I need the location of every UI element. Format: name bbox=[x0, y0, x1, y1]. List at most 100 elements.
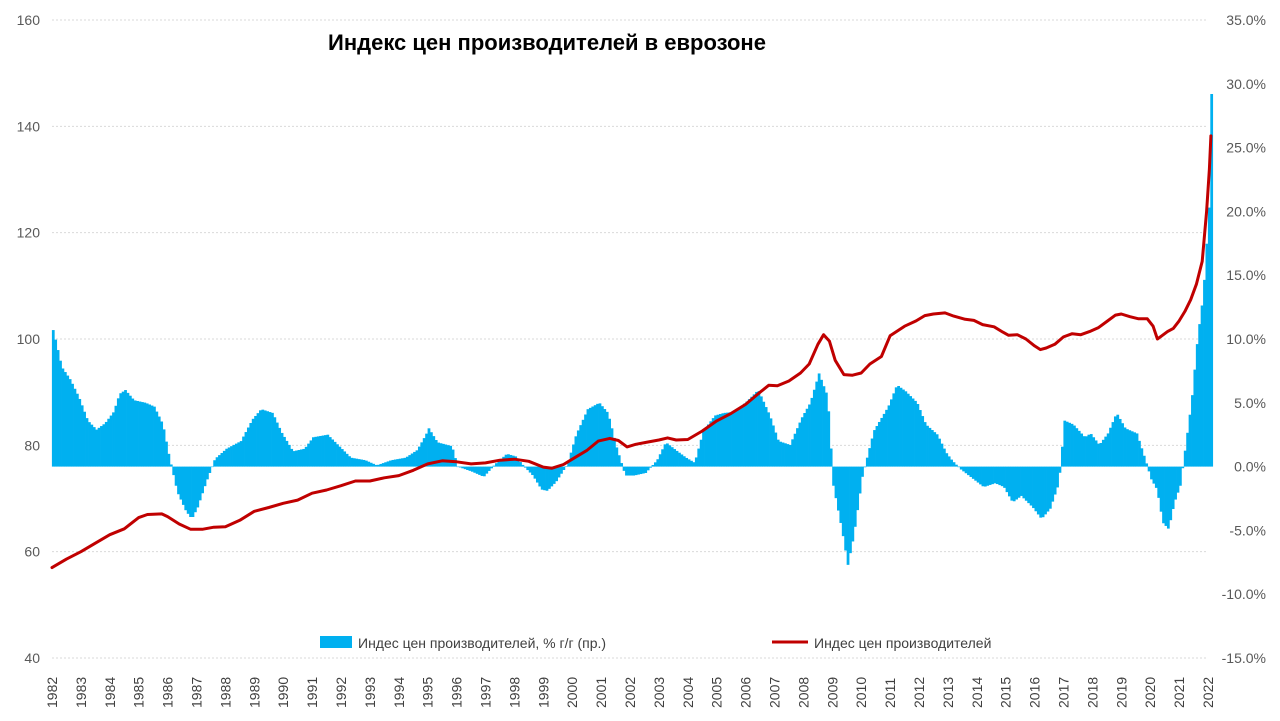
bar bbox=[704, 427, 708, 467]
bar bbox=[1207, 207, 1211, 467]
x-tick-label: 2004 bbox=[680, 677, 696, 708]
x-tick-label: 1985 bbox=[131, 677, 147, 708]
bar bbox=[877, 421, 881, 467]
bar bbox=[215, 457, 219, 467]
bar bbox=[1094, 440, 1098, 467]
bar bbox=[853, 466, 857, 527]
bar bbox=[1140, 448, 1144, 467]
bar bbox=[107, 418, 111, 467]
bar bbox=[273, 417, 277, 467]
bar bbox=[988, 466, 992, 485]
bar bbox=[396, 459, 400, 467]
legend-label-bars: Индес цен производителей, % г/г (пр.) bbox=[358, 635, 606, 651]
bar bbox=[540, 466, 544, 490]
bar bbox=[116, 398, 120, 467]
bar bbox=[685, 457, 689, 467]
bar bbox=[51, 330, 55, 467]
bar bbox=[574, 436, 578, 467]
bar bbox=[1012, 466, 1016, 502]
bar bbox=[955, 464, 958, 467]
bar bbox=[981, 466, 985, 487]
x-tick-label: 2001 bbox=[593, 677, 609, 708]
bar bbox=[656, 459, 660, 467]
bar bbox=[911, 398, 915, 467]
bar bbox=[738, 407, 742, 467]
y-right-tick-label: -15.0% bbox=[1222, 650, 1266, 666]
bar bbox=[90, 424, 94, 467]
bar bbox=[1060, 446, 1064, 467]
bar bbox=[186, 466, 190, 514]
bar bbox=[348, 456, 351, 467]
bar bbox=[218, 455, 221, 467]
bar bbox=[641, 466, 645, 474]
bar bbox=[1073, 425, 1076, 467]
bar bbox=[557, 466, 561, 478]
bar bbox=[921, 416, 925, 467]
bar bbox=[393, 459, 397, 467]
x-tick-label: 2009 bbox=[824, 677, 840, 708]
bar bbox=[812, 389, 816, 467]
bar bbox=[750, 396, 754, 467]
bar bbox=[1200, 305, 1204, 467]
bar bbox=[297, 450, 301, 467]
bar bbox=[993, 466, 997, 484]
bar bbox=[613, 437, 616, 467]
bar bbox=[290, 448, 294, 467]
bar bbox=[1157, 466, 1161, 498]
bar bbox=[271, 412, 274, 467]
bar bbox=[280, 432, 284, 467]
bar bbox=[764, 407, 768, 467]
bar bbox=[986, 466, 990, 486]
bar bbox=[417, 446, 421, 467]
bar bbox=[485, 466, 489, 474]
bar bbox=[408, 455, 412, 467]
x-tick-label: 1990 bbox=[275, 677, 291, 708]
bar bbox=[791, 439, 795, 467]
bar bbox=[567, 460, 571, 467]
bar bbox=[938, 438, 941, 467]
bar bbox=[415, 450, 419, 467]
bar bbox=[1183, 450, 1187, 467]
bar bbox=[177, 466, 180, 495]
bar bbox=[463, 466, 467, 470]
bar bbox=[150, 405, 154, 467]
bar bbox=[723, 412, 727, 467]
x-tick-label: 1989 bbox=[246, 677, 262, 708]
bar bbox=[1154, 466, 1158, 488]
bar bbox=[427, 428, 431, 467]
bar bbox=[1159, 466, 1163, 512]
bar bbox=[1176, 466, 1180, 493]
bar bbox=[747, 399, 751, 467]
bar bbox=[964, 466, 968, 474]
bar bbox=[706, 424, 710, 467]
bar bbox=[1205, 243, 1209, 467]
x-tick-label: 1987 bbox=[189, 677, 205, 708]
bar bbox=[153, 406, 156, 467]
bar bbox=[68, 379, 72, 467]
bar bbox=[697, 448, 701, 467]
bar-series bbox=[51, 94, 1214, 565]
bar bbox=[603, 409, 607, 467]
bar bbox=[781, 442, 785, 467]
bar bbox=[480, 466, 484, 476]
bar bbox=[364, 460, 368, 467]
bar bbox=[894, 387, 898, 467]
bar bbox=[1034, 466, 1038, 512]
x-tick-label: 2007 bbox=[767, 677, 783, 708]
bar bbox=[581, 419, 585, 467]
x-tick-label: 2014 bbox=[969, 677, 985, 708]
bar bbox=[251, 418, 255, 467]
x-tick-label: 2021 bbox=[1171, 677, 1187, 708]
bar bbox=[769, 418, 773, 467]
bar bbox=[1133, 432, 1136, 467]
bar bbox=[1179, 466, 1182, 486]
bar bbox=[632, 466, 636, 476]
bar bbox=[340, 449, 344, 467]
y-left-tick-label: 40 bbox=[24, 650, 40, 666]
bar bbox=[497, 461, 501, 467]
bar bbox=[191, 466, 195, 518]
bar bbox=[1036, 466, 1040, 515]
bar bbox=[622, 466, 626, 471]
bar bbox=[304, 446, 308, 467]
bar bbox=[437, 442, 440, 467]
